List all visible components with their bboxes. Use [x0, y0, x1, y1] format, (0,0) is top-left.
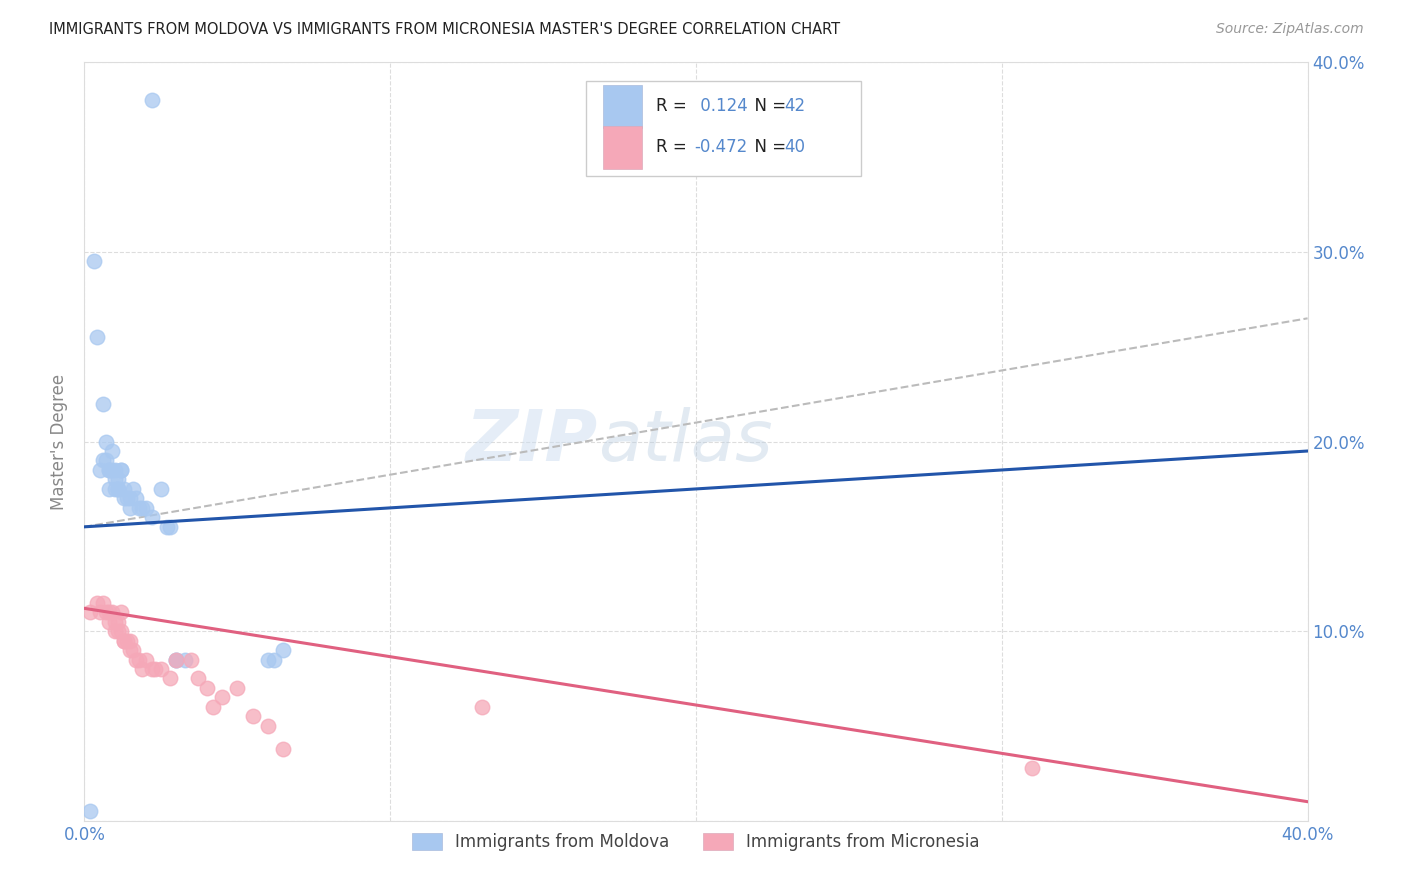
Point — [97, 463, 120, 477]
Text: N =: N = — [744, 138, 792, 156]
Point — [122, 643, 145, 657]
Point — [211, 690, 233, 705]
Point — [94, 605, 117, 619]
Point — [91, 453, 114, 467]
Point — [125, 491, 148, 506]
Point — [125, 652, 148, 666]
Point — [186, 672, 208, 686]
Point — [471, 699, 494, 714]
Point — [83, 254, 105, 268]
Text: -0.472: -0.472 — [695, 138, 748, 156]
Point — [143, 662, 166, 676]
Point — [149, 482, 172, 496]
Point — [1021, 760, 1043, 774]
Point — [128, 500, 150, 515]
Point — [104, 473, 127, 487]
Point — [120, 500, 142, 515]
Text: IMMIGRANTS FROM MOLDOVA VS IMMIGRANTS FROM MICRONESIA MASTER'S DEGREE CORRELATIO: IMMIGRANTS FROM MOLDOVA VS IMMIGRANTS FR… — [49, 22, 841, 37]
Point — [141, 510, 163, 524]
Point — [120, 491, 142, 506]
Point — [107, 482, 129, 496]
Point — [174, 652, 197, 666]
Text: 42: 42 — [785, 97, 806, 115]
Text: atlas: atlas — [598, 407, 773, 476]
Point — [115, 633, 138, 648]
Point — [107, 615, 129, 629]
FancyBboxPatch shape — [603, 85, 643, 128]
Point — [97, 605, 120, 619]
Point — [180, 652, 202, 666]
Point — [86, 596, 108, 610]
Point — [91, 596, 114, 610]
Point — [257, 652, 280, 666]
Point — [110, 624, 132, 639]
Point — [263, 652, 285, 666]
Point — [131, 500, 153, 515]
Point — [141, 94, 163, 108]
Text: 0.124: 0.124 — [695, 97, 748, 115]
Point — [107, 624, 129, 639]
Point — [201, 699, 224, 714]
Point — [271, 741, 294, 756]
Text: Source: ZipAtlas.com: Source: ZipAtlas.com — [1216, 22, 1364, 37]
Point — [135, 652, 157, 666]
Point — [104, 624, 127, 639]
Point — [101, 463, 124, 477]
Point — [104, 482, 127, 496]
Point — [79, 605, 101, 619]
Point — [89, 605, 111, 619]
Point — [131, 662, 153, 676]
Point — [94, 434, 117, 449]
Point — [79, 804, 101, 818]
Point — [89, 463, 111, 477]
Point — [107, 473, 129, 487]
Point — [104, 463, 127, 477]
Point — [112, 491, 135, 506]
Point — [104, 615, 127, 629]
Point — [107, 482, 129, 496]
Point — [149, 662, 172, 676]
FancyBboxPatch shape — [603, 126, 643, 169]
Point — [165, 652, 187, 666]
Point — [110, 605, 132, 619]
Point — [97, 463, 120, 477]
Text: N =: N = — [744, 97, 792, 115]
Point — [112, 633, 135, 648]
Point — [86, 330, 108, 344]
Point — [165, 652, 187, 666]
Point — [165, 652, 187, 666]
Text: R =: R = — [655, 138, 697, 156]
Point — [120, 633, 142, 648]
Point — [110, 463, 132, 477]
Point — [122, 482, 145, 496]
Y-axis label: Master's Degree: Master's Degree — [51, 374, 69, 509]
Point — [91, 396, 114, 410]
Point — [135, 500, 157, 515]
Point — [101, 444, 124, 458]
Point — [120, 643, 142, 657]
Point — [141, 662, 163, 676]
Point — [97, 615, 120, 629]
Point — [159, 520, 181, 534]
FancyBboxPatch shape — [586, 81, 860, 177]
Point — [226, 681, 249, 695]
Point — [195, 681, 218, 695]
Point — [242, 709, 264, 723]
Point — [128, 652, 150, 666]
Point — [97, 482, 120, 496]
Point — [94, 453, 117, 467]
Point — [112, 633, 135, 648]
Point — [159, 672, 181, 686]
Text: R =: R = — [655, 97, 697, 115]
Point — [101, 605, 124, 619]
Legend: Immigrants from Moldova, Immigrants from Micronesia: Immigrants from Moldova, Immigrants from… — [405, 826, 987, 858]
Point — [271, 643, 294, 657]
Point — [112, 482, 135, 496]
Text: 40: 40 — [785, 138, 806, 156]
Text: ZIP: ZIP — [465, 407, 598, 476]
Point — [110, 463, 132, 477]
Point — [156, 520, 179, 534]
Point — [257, 719, 280, 733]
Point — [115, 491, 138, 506]
